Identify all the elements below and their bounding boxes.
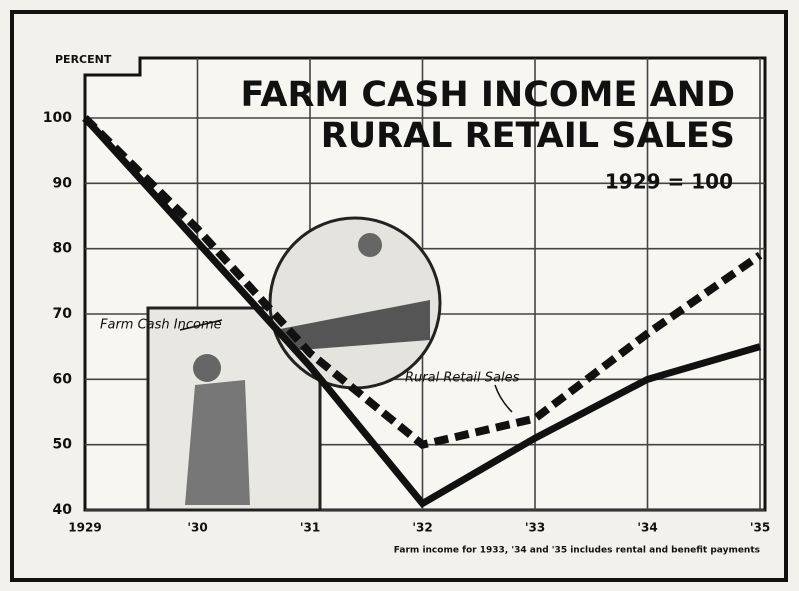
x-tick-label: 1929 — [68, 521, 101, 535]
y-tick-label: 50 — [53, 437, 73, 453]
series-label: Rural Retail Sales — [405, 371, 520, 386]
chart-subtitle: 1929 = 100 — [605, 170, 733, 194]
y-tick-label: 60 — [53, 371, 73, 387]
x-tick-label: '33 — [525, 521, 545, 535]
x-tick-label: '32 — [412, 521, 432, 535]
y-tick-label: 70 — [53, 306, 73, 322]
x-tick-label: '35 — [750, 521, 770, 535]
x-tick-label: '31 — [300, 521, 320, 535]
illustration-body — [185, 380, 250, 505]
x-tick-label: '34 — [637, 521, 657, 535]
y-axis-label: PERCENT — [55, 53, 112, 66]
chart-title: RURAL RETAIL SALES — [321, 116, 735, 156]
y-tick-label: 100 — [43, 110, 72, 126]
illustration-head — [193, 354, 221, 382]
illustration-head — [358, 233, 382, 257]
chart: FARM CASH INCOME AND RURAL RETAIL SALES … — [0, 0, 799, 591]
footnote: Farm income for 1933, '34 and '35 includ… — [394, 546, 760, 556]
page: FARM CASH INCOME AND RURAL RETAIL SALES … — [0, 0, 799, 591]
x-tick-label: '30 — [187, 521, 207, 535]
y-tick-label: 80 — [53, 241, 73, 257]
y-tick-label: 90 — [53, 175, 73, 191]
y-tick-label: 40 — [53, 502, 73, 518]
chart-title: FARM CASH INCOME AND — [240, 75, 735, 115]
